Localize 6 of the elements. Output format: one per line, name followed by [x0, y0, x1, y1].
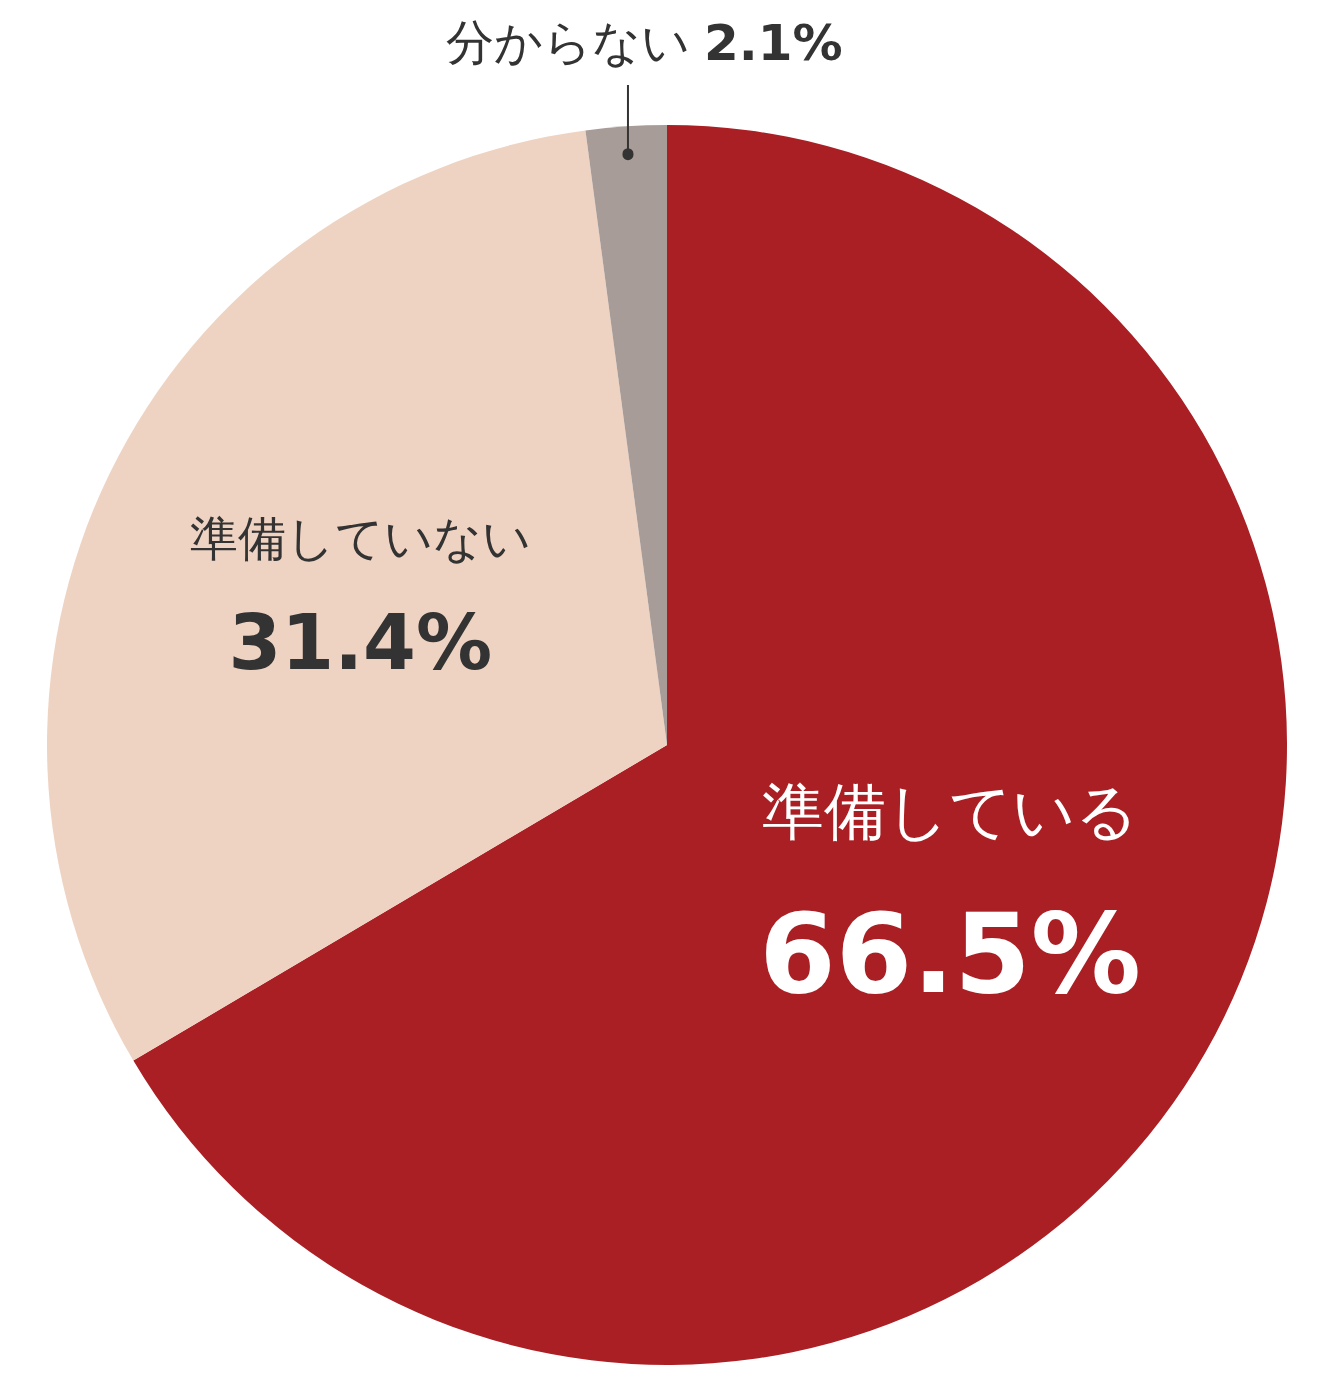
data-label: 31.4%	[228, 597, 493, 687]
data-label: 66.5%	[759, 890, 1141, 1019]
slice-label: 分からない	[445, 14, 690, 70]
data-label: 2.1%	[703, 14, 843, 72]
slice-label: 準備していない	[189, 509, 531, 566]
slice-label: 準備している	[762, 775, 1139, 849]
